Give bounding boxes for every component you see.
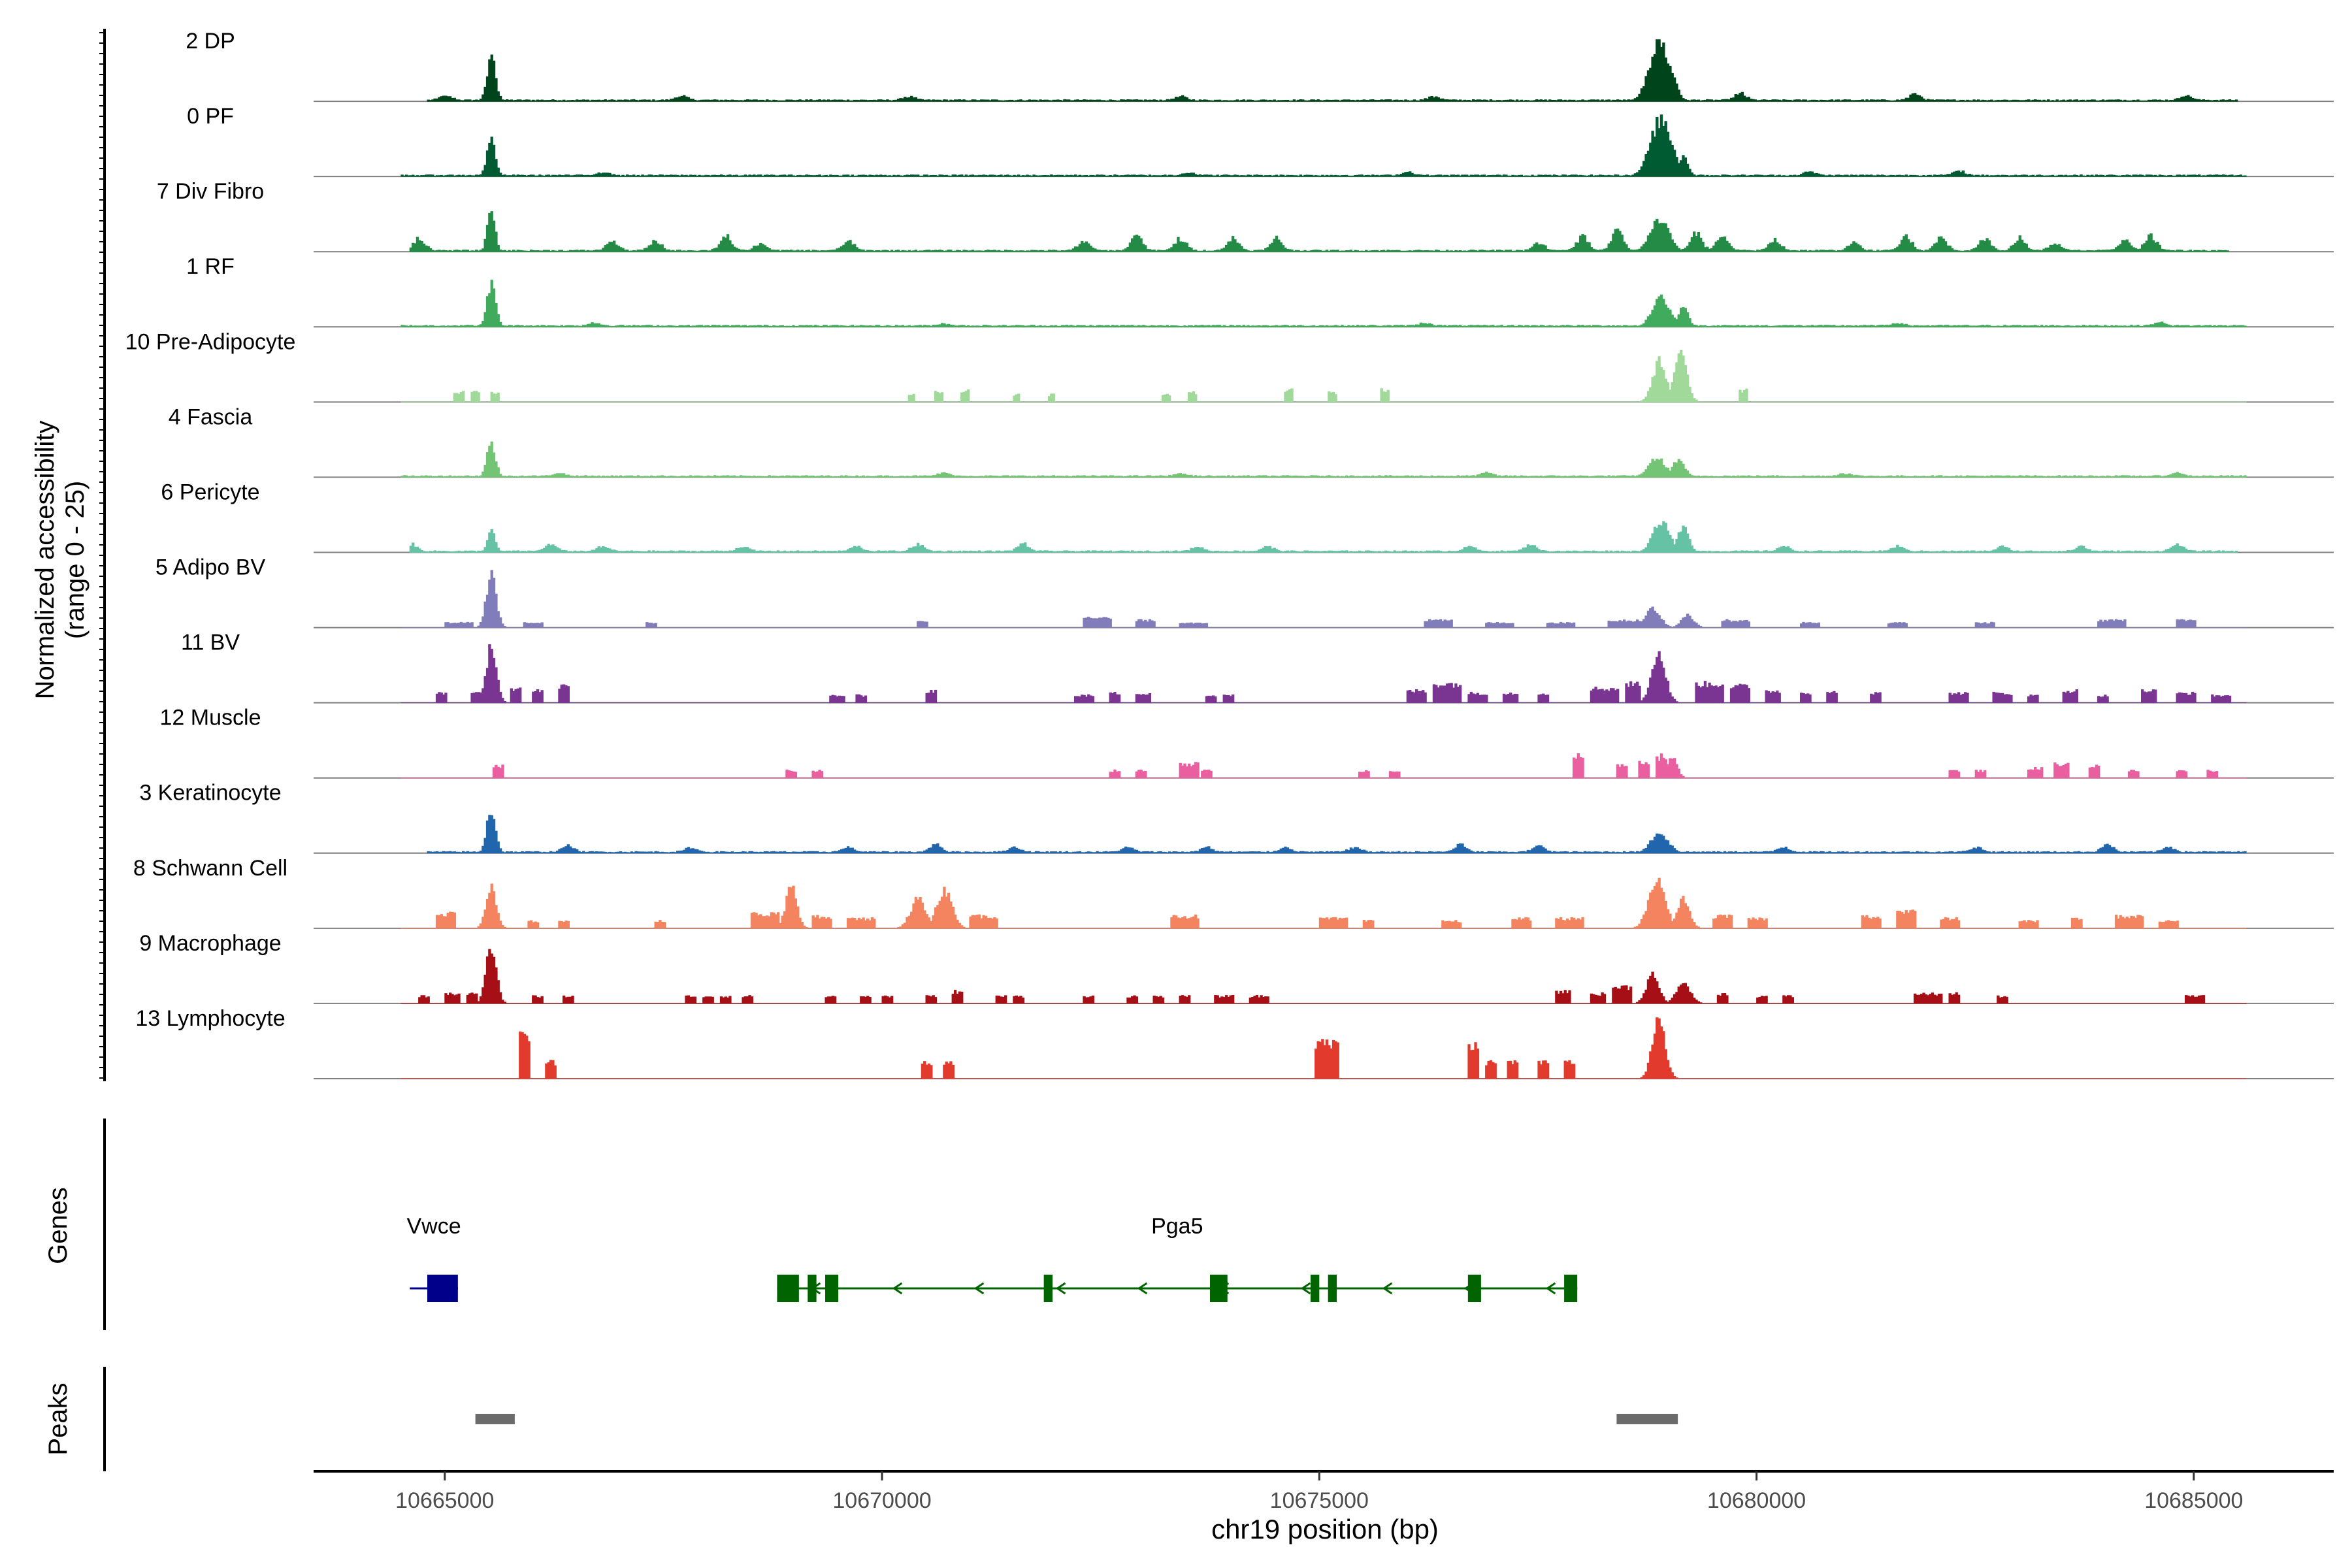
coverage-area xyxy=(400,949,2247,1004)
coverage-area xyxy=(400,644,2247,704)
peaks-layer xyxy=(475,1414,1678,1424)
ticks-layer: 10665000 10670000 10675000 10680000 10685000 xyxy=(99,32,2243,1513)
track-label: 7 Div Fibro xyxy=(157,179,264,204)
coverage-area xyxy=(400,1017,2247,1079)
gene-exon xyxy=(1043,1275,1053,1302)
gene-exon xyxy=(1467,1275,1481,1302)
coverage-area xyxy=(400,570,2247,629)
track-3-keratinocyte: 3 Keratinocyte xyxy=(139,781,2334,854)
track-10-pre-adipocyte: 10 Pre-Adipocyte xyxy=(125,329,2334,403)
coverage-area xyxy=(400,441,2247,478)
axes-layer xyxy=(103,29,2334,1473)
track-label: 9 Macrophage xyxy=(139,931,281,956)
peak-region xyxy=(475,1414,515,1424)
gene-exon xyxy=(1310,1275,1320,1302)
track-label: 11 BV xyxy=(181,630,240,655)
peak-region xyxy=(1616,1414,1678,1424)
gene-exon xyxy=(808,1275,817,1302)
strand-arrow xyxy=(1382,1282,1393,1295)
strand-arrow xyxy=(973,1282,985,1295)
strand-arrow xyxy=(1055,1282,1066,1295)
track-2-dp: 2 DP xyxy=(186,29,2334,103)
track-4-fascia: 4 Fascia xyxy=(169,404,2334,478)
x-axis-label: chr19 position (bp) xyxy=(1211,1514,1439,1544)
coverage-area xyxy=(400,280,2247,327)
gene-pga5: Pga5 xyxy=(777,1214,1578,1302)
coverage-area xyxy=(427,39,2238,102)
tracks-layer: 2 DP 0 PF 7 Div Fibro 1 RF 10 Pre-Adipocyte 4… xyxy=(125,29,2334,1079)
y-axis-label-line-1: Normalized accessibility xyxy=(31,421,59,700)
track-label: 12 Muscle xyxy=(160,706,261,730)
gene-exon xyxy=(427,1275,458,1302)
gene-name-label: Pga5 xyxy=(1151,1214,1203,1239)
strand-arrow xyxy=(1300,1282,1311,1295)
track-label: 5 Adipo BV xyxy=(155,555,266,580)
gene-exon xyxy=(1209,1275,1228,1302)
track-label: 4 Fascia xyxy=(169,404,253,429)
gene-exon xyxy=(777,1275,799,1302)
gene-name-label: Vwce xyxy=(406,1214,461,1239)
track-1-rf: 1 RF xyxy=(186,254,2334,328)
track-label: 3 Keratinocyte xyxy=(139,781,281,806)
coverage-area xyxy=(400,877,2247,929)
track-9-macrophage: 9 Macrophage xyxy=(139,931,2334,1004)
track-0-pf: 0 PF xyxy=(187,104,2334,178)
track-label: 13 Lymphocyte xyxy=(135,1006,285,1031)
coverage-area xyxy=(427,815,2247,854)
strand-arrow xyxy=(892,1282,903,1295)
track-label: 2 DP xyxy=(186,29,235,54)
x-axis-tick-label: 10670000 xyxy=(832,1488,931,1513)
track-6-pericyte: 6 Pericyte xyxy=(161,480,2334,553)
track-11-bv: 11 BV xyxy=(181,630,2334,704)
x-axis-tick-label: 10675000 xyxy=(1270,1488,1369,1513)
coverage-area xyxy=(409,521,2238,553)
track-8-schwann-cell: 8 Schwann Cell xyxy=(133,856,2334,929)
track-label: 8 Schwann Cell xyxy=(133,856,287,881)
x-axis-tick-label: 10685000 xyxy=(2144,1488,2243,1513)
strand-arrow xyxy=(1137,1282,1148,1295)
x-axis-tick-label: 10680000 xyxy=(1707,1488,1806,1513)
track-7-div-fibro: 7 Div Fibro xyxy=(157,179,2334,253)
coverage-area xyxy=(400,350,2247,402)
track-label: 6 Pericyte xyxy=(161,480,259,504)
track-12-muscle: 12 Muscle xyxy=(160,706,2334,779)
strand-arrow xyxy=(1545,1282,1556,1295)
gene-exon xyxy=(1564,1275,1578,1302)
gene-exon xyxy=(825,1275,839,1302)
track-label: 1 RF xyxy=(186,254,235,279)
x-axis-tick-label: 10665000 xyxy=(395,1488,494,1513)
peaks-axis-label: Peaks xyxy=(44,1382,73,1455)
track-5-adipo-bv: 5 Adipo BV xyxy=(155,555,2334,629)
coverage-area xyxy=(400,753,2247,779)
track-13-lymphocyte: 13 Lymphocyte xyxy=(135,1006,2334,1079)
track-label: 10 Pre-Adipocyte xyxy=(125,329,296,354)
y-axis-label-line-2: (range 0 - 25) xyxy=(61,481,90,639)
genes-layer: Vwce Pga5 xyxy=(406,1214,1578,1302)
genes-axis-label: Genes xyxy=(44,1187,73,1264)
gene-vwce: Vwce xyxy=(406,1214,461,1302)
coverage-area xyxy=(400,114,2247,177)
gene-exon xyxy=(1328,1275,1337,1302)
track-label: 0 PF xyxy=(187,104,234,129)
coverage-area xyxy=(409,211,2229,252)
